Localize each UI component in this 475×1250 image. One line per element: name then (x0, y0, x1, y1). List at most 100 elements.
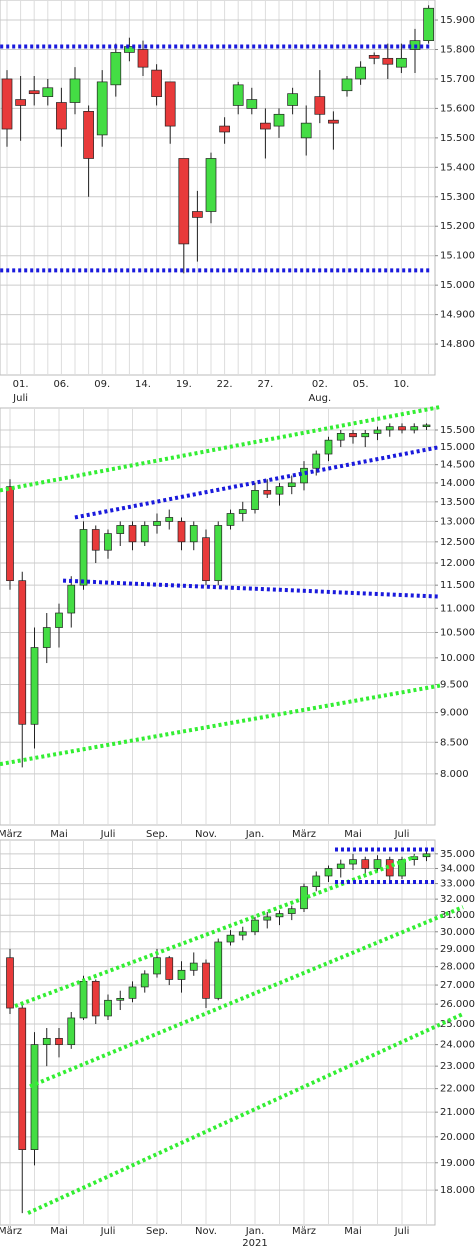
candle-body (42, 1037, 51, 1045)
y-tick-label: 15.000 (440, 280, 475, 291)
y-tick-label: 9.500 (440, 679, 469, 690)
candle-body (398, 426, 406, 431)
y-tick-label: 10.000 (440, 653, 475, 664)
y-tick-label: 12.000 (440, 558, 475, 569)
candle-body (28, 90, 40, 95)
y-tick-label: 24.000 (440, 1040, 475, 1051)
candle-body (219, 125, 230, 133)
candle-body (202, 962, 210, 999)
candle-body (238, 509, 247, 514)
x-tick-label: Mai (344, 1226, 362, 1237)
candle-body (273, 113, 285, 127)
y-tick-label: 14.900 (440, 310, 475, 321)
candle-body (192, 211, 203, 218)
trend-line (62, 578, 441, 599)
y-tick-label: 32.000 (440, 894, 475, 905)
x-tick-label: 27. (257, 379, 273, 390)
candle-body (140, 525, 149, 543)
trend-line (74, 445, 441, 520)
candle-body (336, 863, 345, 869)
y-tick-label: 34.000 (440, 863, 475, 874)
candle-body (67, 1017, 76, 1045)
candle-body (79, 980, 88, 1019)
y-tick-label: 35.000 (440, 849, 475, 860)
candle-body (140, 973, 149, 988)
trend-line (29, 905, 464, 1089)
y-tick-label: 13.000 (440, 516, 475, 527)
y-tick-label: 23.000 (440, 1061, 475, 1072)
y-tick-label: 33.000 (440, 879, 475, 890)
y-tick-label: 15.700 (440, 74, 475, 85)
plot-area (0, 839, 436, 1226)
y-tick-label: 13.500 (440, 497, 475, 508)
x-tick-label: 22. (217, 379, 233, 390)
y-tick-label: 20.000 (440, 1132, 475, 1143)
candle-body (324, 439, 333, 455)
x-tick-label: 14. (135, 379, 151, 390)
x-tick-label: März (0, 829, 22, 840)
candle-body (15, 99, 26, 106)
candle-body (205, 158, 217, 212)
y-tick-label: 11.000 (440, 603, 475, 614)
x-tick-label: März (292, 1226, 316, 1237)
y-tick-label: 15.000 (440, 442, 475, 453)
candle-body (189, 525, 198, 543)
candle-body (56, 102, 67, 130)
candle-body (153, 957, 161, 975)
x-tick-label: 19. (176, 379, 192, 390)
y-tick-label: 15.500 (440, 133, 475, 144)
y-tick-label: 18.000 (440, 1185, 475, 1196)
plot-area (0, 0, 436, 376)
candle-body (349, 433, 357, 438)
candle-body (6, 486, 14, 582)
candle-body (55, 1037, 63, 1045)
candle-body (373, 429, 382, 434)
candle-body (202, 537, 210, 582)
y-tick-label: 15.100 (440, 251, 475, 262)
y-tick-label: 28.000 (440, 962, 475, 973)
candle-body (189, 962, 198, 971)
x-tick-label: Mai (50, 1226, 68, 1237)
candle-body (104, 533, 112, 551)
x-tick-label: Sep. (146, 829, 168, 840)
x-tick-label: 06. (53, 379, 69, 390)
candle-body (124, 46, 135, 53)
x-tick-label: 01. (13, 379, 29, 390)
candle-body (275, 486, 284, 495)
candle-body (251, 919, 259, 933)
x-tick-label: März (292, 829, 316, 840)
candle-body (18, 580, 27, 725)
candle-body (232, 84, 244, 106)
candle-body (382, 57, 394, 65)
candle-body (91, 980, 100, 1017)
x-tick-label: Juli (100, 1226, 116, 1237)
candle-body (263, 490, 272, 495)
y-tick-label: 15.500 (440, 425, 475, 436)
candle-body (104, 999, 112, 1017)
candle-body (30, 647, 39, 725)
candle-body (368, 55, 380, 59)
y-tick-label: 30.000 (440, 927, 475, 938)
y-tick-label: 25.000 (440, 1019, 475, 1030)
candle-body (226, 513, 235, 526)
candle-body (373, 859, 382, 869)
x-tick-label: Jan. (245, 1226, 265, 1237)
y-tick-label: 11.500 (440, 580, 475, 591)
candle-body (151, 69, 162, 97)
candle-body (137, 49, 149, 68)
trend-line (0, 683, 441, 767)
y-tick-label: 14.500 (440, 460, 475, 471)
y-tick-label: 15.900 (440, 15, 475, 26)
candle-body (287, 93, 298, 106)
candle-body (246, 99, 258, 109)
x-tick-label: Nov. (195, 1226, 217, 1237)
trend-line (27, 1012, 464, 1215)
y-tick-label: 29.000 (440, 944, 475, 955)
candle-body (42, 87, 54, 97)
x-tick-label: Jan. (245, 829, 265, 840)
x-tick-label: Sep. (146, 1226, 168, 1237)
candle-body (398, 859, 406, 877)
candle-body (336, 433, 345, 441)
candle-body (110, 52, 122, 86)
x-tick-label: Mai (50, 829, 68, 840)
